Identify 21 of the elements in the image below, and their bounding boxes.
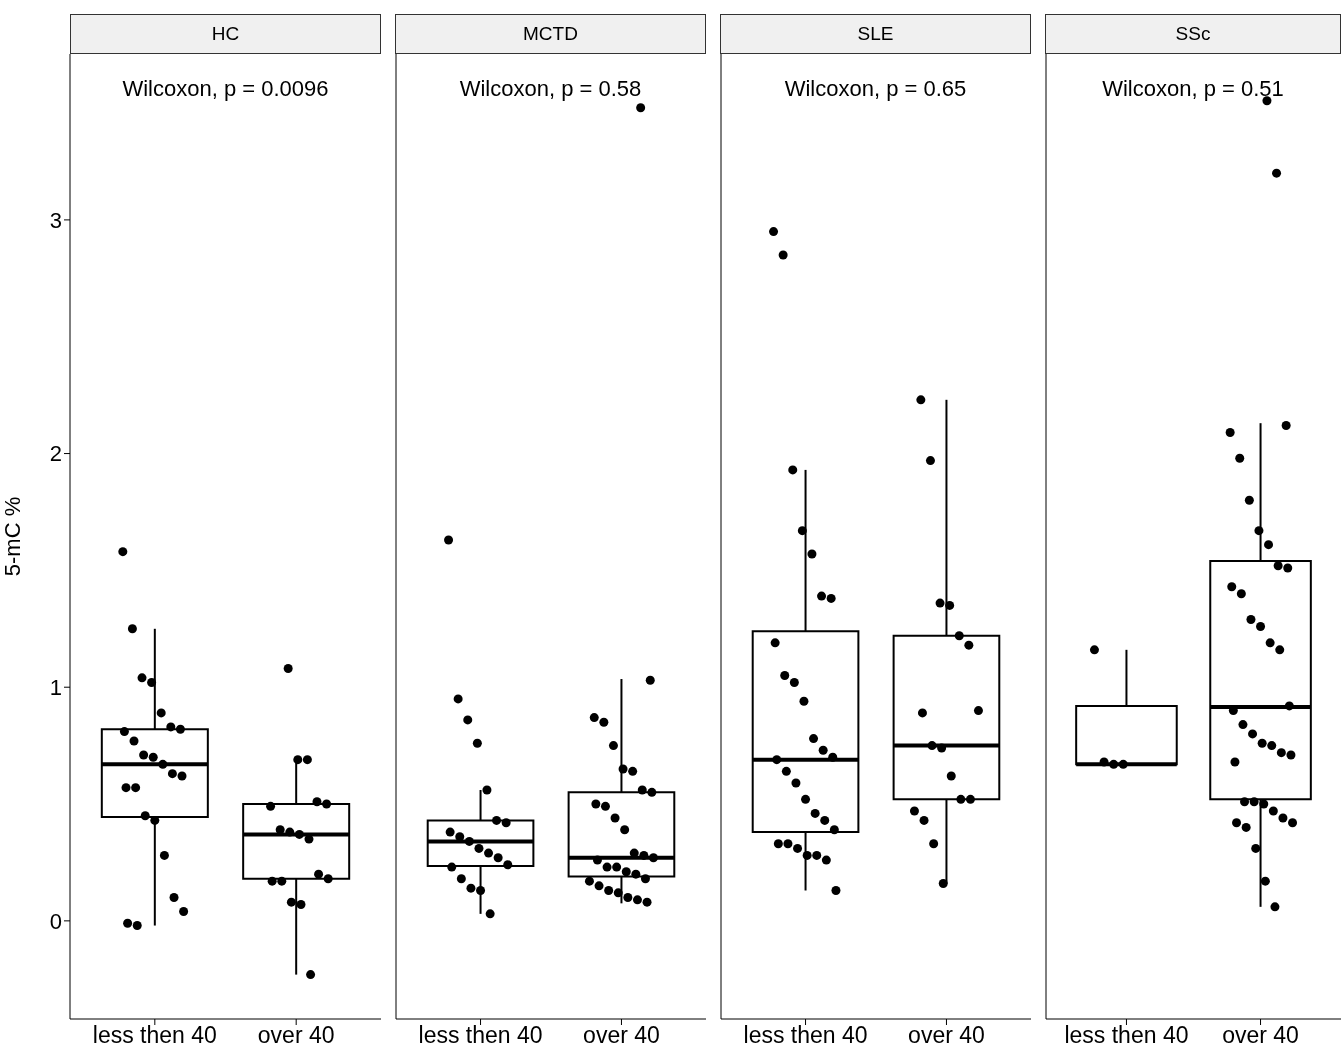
chart-title: SSc bbox=[1045, 14, 1341, 54]
chart-title: MCTD bbox=[395, 14, 706, 54]
x-tick-label: over 40 bbox=[1222, 1022, 1299, 1049]
chart-title: SLE bbox=[720, 14, 1031, 54]
x-tick-label: over 40 bbox=[257, 1022, 335, 1049]
annotation: Wilcoxon, p = 0.58 bbox=[458, 76, 643, 102]
x-tick-label: over 40 bbox=[908, 1022, 985, 1049]
x-tick-label: less then 40 bbox=[1064, 1022, 1189, 1049]
chart-title: HC bbox=[70, 14, 381, 54]
annotation: Wilcoxon, p = 0.65 bbox=[783, 76, 968, 102]
y-tick-label: 0 bbox=[49, 908, 62, 934]
annotation: Wilcoxon, p = 0.0096 bbox=[121, 76, 330, 102]
y-tick-label: 1 bbox=[49, 675, 62, 701]
x-tick-label: less then 40 bbox=[418, 1022, 543, 1049]
x-tick-label: less then 40 bbox=[743, 1022, 868, 1049]
y-axis-title: 5-mC % bbox=[0, 496, 25, 577]
x-tick-label: over 40 bbox=[583, 1022, 660, 1049]
y-tick-label: 2 bbox=[49, 441, 62, 467]
annotation: Wilcoxon, p = 0.51 bbox=[1101, 76, 1285, 102]
y-tick-label: 3 bbox=[49, 207, 62, 233]
x-tick-label: less then 40 bbox=[92, 1022, 217, 1049]
